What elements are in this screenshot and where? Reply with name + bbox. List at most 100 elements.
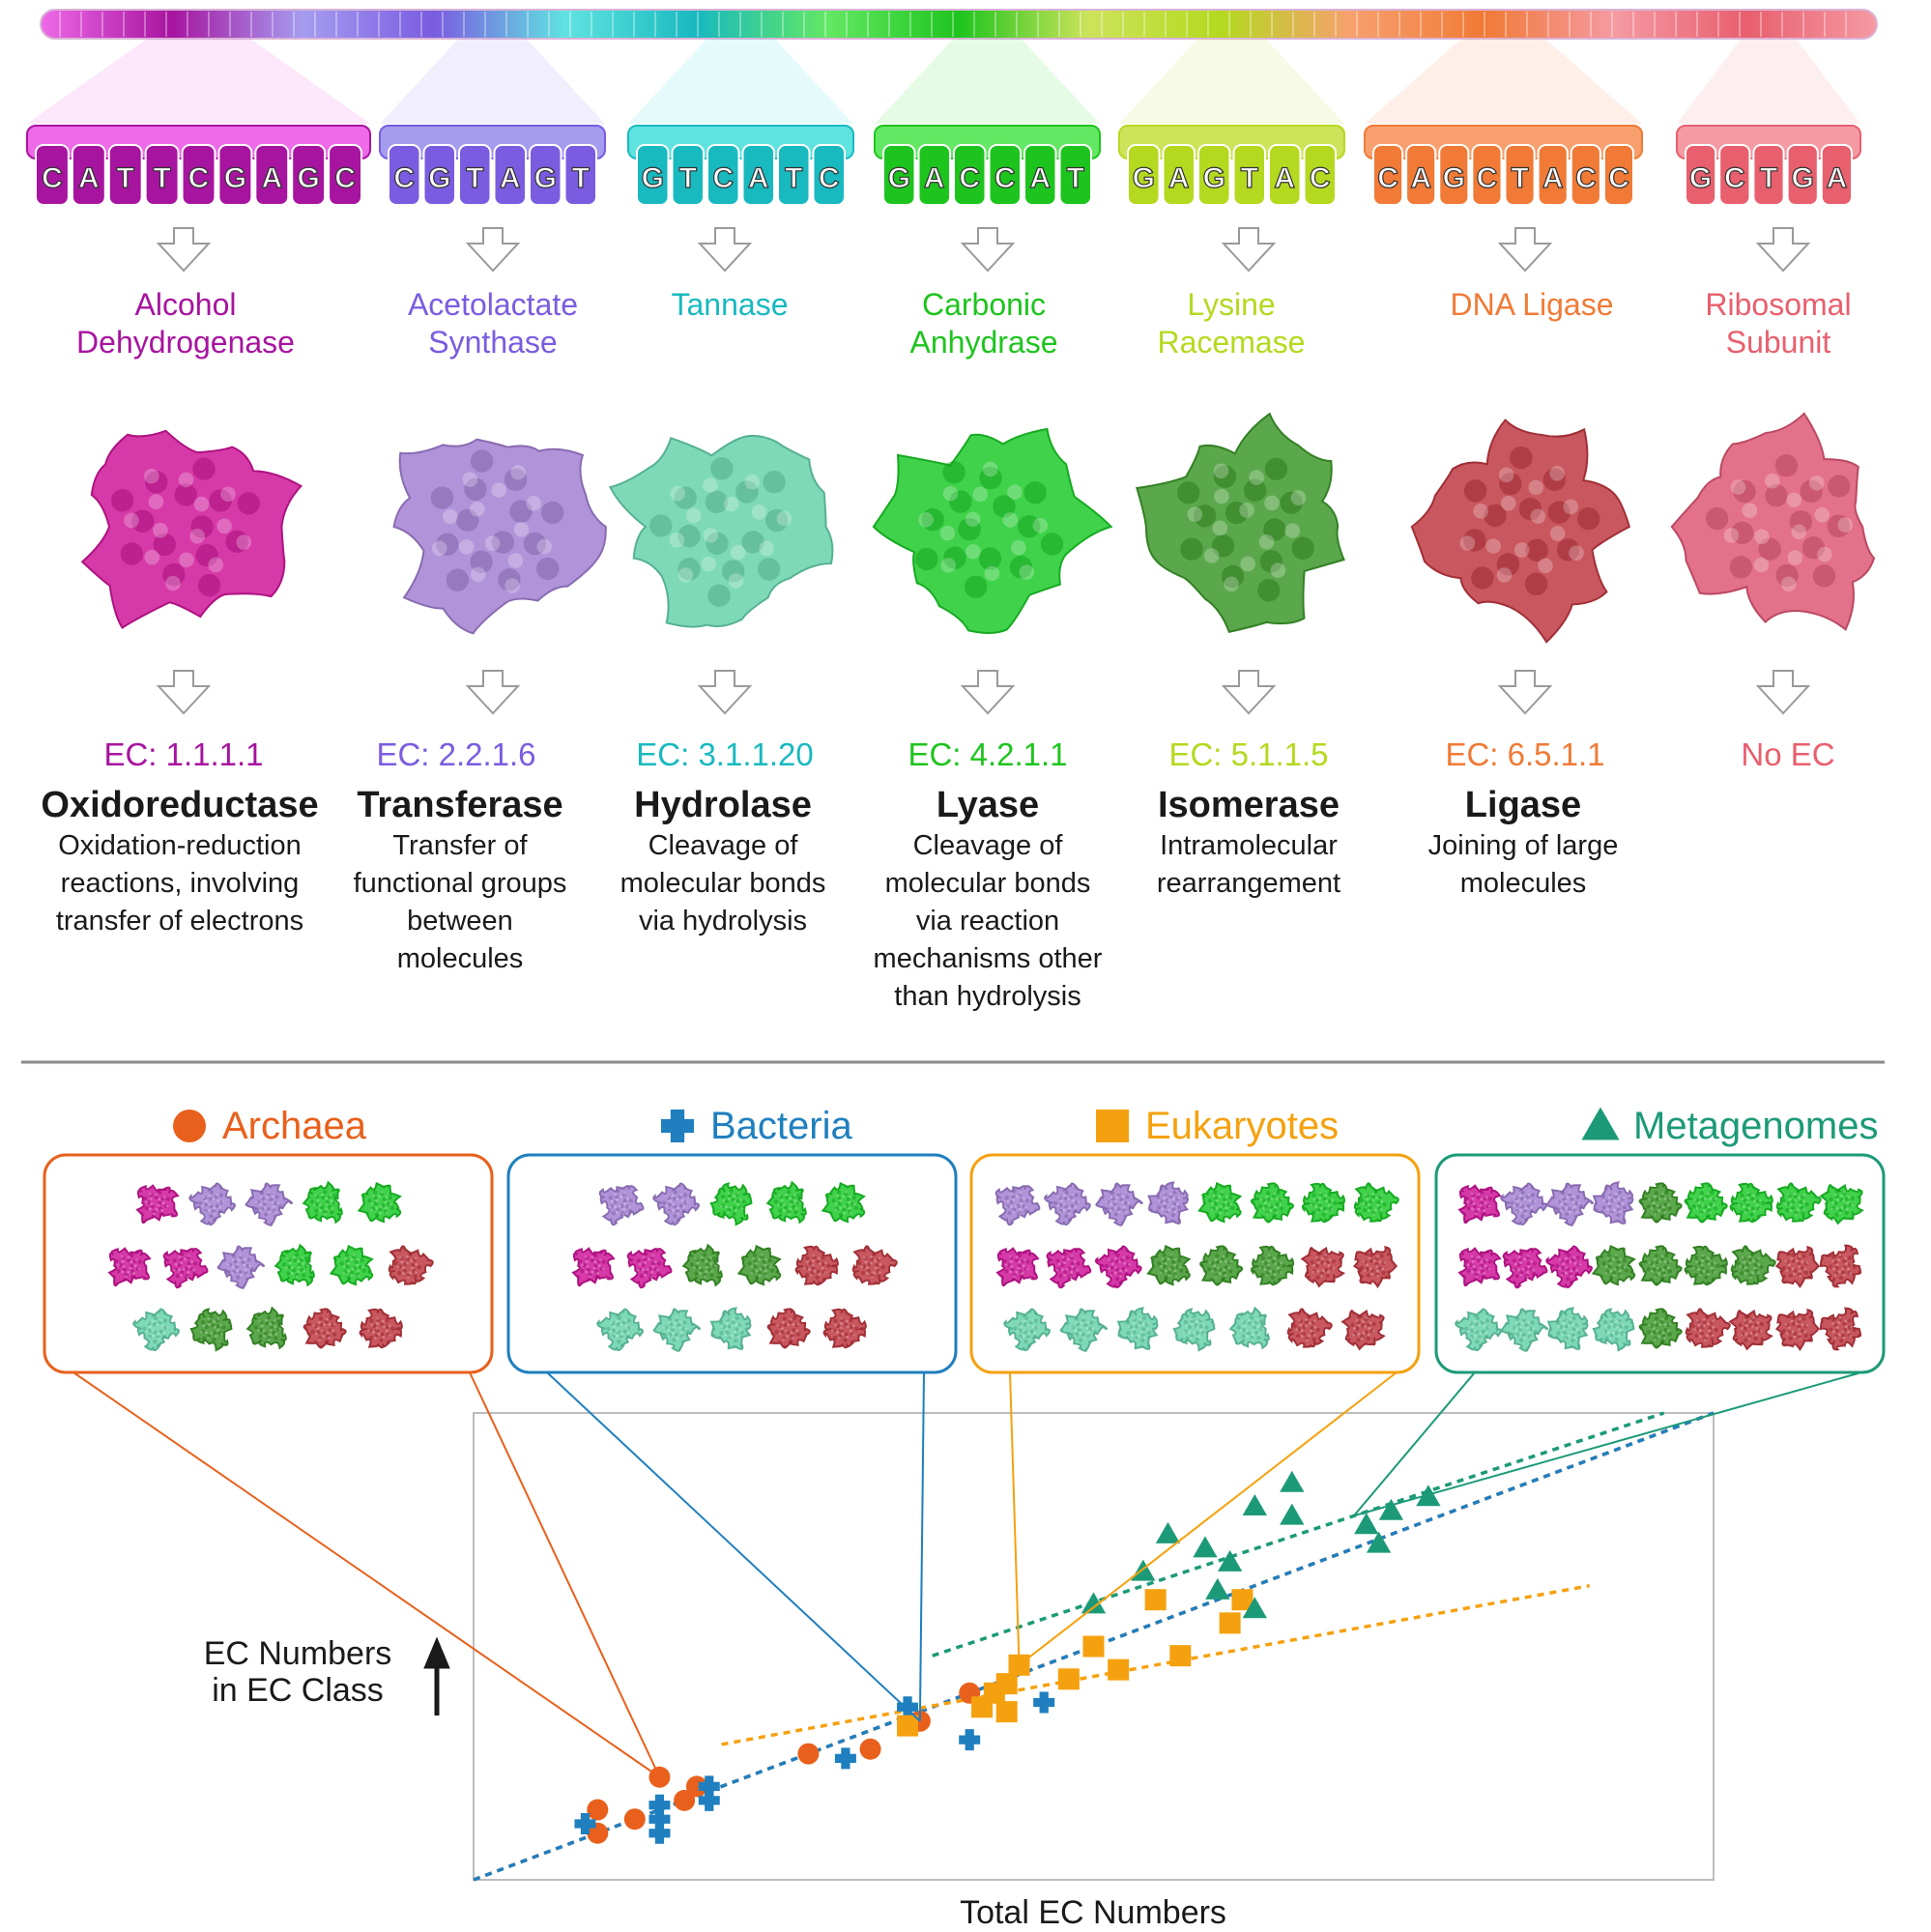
protein-texture (202, 1336, 207, 1341)
protein-highlight (1799, 1337, 1802, 1341)
protein-highlight (388, 1324, 391, 1328)
protein-texture (1081, 1332, 1086, 1338)
protein-surface (1095, 1182, 1143, 1226)
protein-highlight (778, 1332, 782, 1336)
protein-texture (737, 1322, 742, 1327)
protein-texture (1371, 1321, 1376, 1327)
protein-texture (417, 1264, 421, 1270)
protein-texture (1797, 1324, 1801, 1330)
protein-texture (536, 557, 560, 581)
protein-texture (1622, 1258, 1627, 1263)
protein-highlight (972, 486, 989, 503)
protein-highlight (1071, 1265, 1075, 1268)
protein-highlight (1648, 1197, 1652, 1201)
protein-texture (1519, 1252, 1524, 1256)
protein-texture (1356, 1319, 1361, 1325)
protein-texture (1070, 1203, 1075, 1209)
protein-texture (1177, 1258, 1182, 1263)
protein-highlight (1662, 1210, 1666, 1214)
nucleotide-block (882, 144, 916, 206)
protein-texture (1125, 1262, 1131, 1267)
protein-highlight (320, 1329, 324, 1333)
protein-highlight (1765, 473, 1780, 489)
protein-texture (764, 1272, 768, 1277)
protein-highlight (1496, 567, 1513, 583)
protein-texture (165, 1197, 171, 1201)
protein-highlight (1132, 1327, 1136, 1331)
protein-surface (1502, 1248, 1548, 1289)
protein-texture (1654, 1316, 1658, 1321)
protein-texture (1607, 1192, 1613, 1197)
ec-class-description: mechanisms other (874, 943, 1103, 974)
protein-highlight (1201, 1323, 1205, 1327)
protein-texture (1363, 1201, 1369, 1206)
nucleotide-letter: G (642, 162, 664, 194)
protein-highlight (259, 1196, 263, 1199)
protein-highlight (1613, 1267, 1617, 1271)
protein-texture (274, 1195, 279, 1199)
protein-texture (1838, 1254, 1843, 1259)
protein-highlight (1650, 1206, 1654, 1210)
protein-highlight (1012, 1198, 1015, 1202)
protein-highlight (618, 1204, 621, 1208)
protein-texture (328, 1328, 332, 1333)
protein-texture (1832, 1259, 1838, 1264)
protein-texture (1781, 1197, 1786, 1203)
protein-highlight (591, 1255, 594, 1259)
protein-highlight (1612, 1332, 1616, 1335)
protein-texture (1068, 1273, 1073, 1279)
protein-texture (321, 1330, 327, 1335)
nucleotide-letter: A (1168, 162, 1190, 194)
protein-highlight (1265, 1273, 1269, 1277)
highlight-cone (628, 39, 853, 124)
protein-highlight (677, 567, 694, 583)
protein-texture (1259, 1319, 1264, 1324)
protein-texture (1755, 1198, 1761, 1203)
organism-group-bacteria: Bacteria (506, 1105, 958, 1374)
protein-highlight (638, 1262, 642, 1266)
protein-highlight (1011, 539, 1026, 556)
protein-highlight (598, 1258, 602, 1262)
protein-texture (1532, 1261, 1538, 1266)
ec-class-description: via hydrolysis (639, 906, 807, 937)
protein-highlight (1752, 1209, 1756, 1213)
protein-texture (782, 1336, 787, 1341)
protein-highlight (285, 1266, 289, 1270)
protein-texture (1483, 1196, 1487, 1201)
protein-highlight (1623, 1265, 1627, 1269)
protein-texture (135, 1266, 140, 1271)
protein-texture (1481, 1329, 1486, 1335)
protein-highlight (1277, 1266, 1281, 1270)
protein-highlight (1173, 1269, 1177, 1273)
protein-highlight (1484, 1264, 1487, 1268)
protein-texture (405, 1256, 410, 1262)
protein-highlight (272, 1195, 275, 1198)
protein-highlight (788, 1212, 792, 1216)
protein-texture (1018, 1253, 1023, 1258)
protein-highlight (1514, 1328, 1518, 1332)
protein-texture (1694, 1197, 1699, 1202)
protein-texture (1657, 1204, 1662, 1209)
protein-texture (1321, 1212, 1326, 1217)
protein-surface (1353, 1182, 1399, 1223)
protein-texture (1113, 1212, 1119, 1217)
protein-texture (208, 1204, 214, 1209)
protein-texture (1157, 1205, 1162, 1210)
protein-highlight (1702, 1324, 1706, 1328)
protein-texture (200, 1319, 206, 1325)
protein-texture (1604, 1336, 1609, 1341)
protein-highlight (1459, 535, 1476, 551)
data-point (859, 1738, 881, 1760)
protein-texture (294, 1253, 300, 1257)
protein-texture (1263, 1260, 1268, 1266)
protein-highlight (1528, 479, 1544, 496)
protein-texture (1661, 1271, 1666, 1276)
protein-thumbnail (1340, 1309, 1386, 1351)
protein-texture (1183, 1319, 1189, 1325)
protein-texture (978, 547, 1002, 570)
protein-texture (617, 1339, 621, 1344)
protein-highlight (216, 1198, 220, 1202)
protein-texture (1713, 1206, 1718, 1211)
